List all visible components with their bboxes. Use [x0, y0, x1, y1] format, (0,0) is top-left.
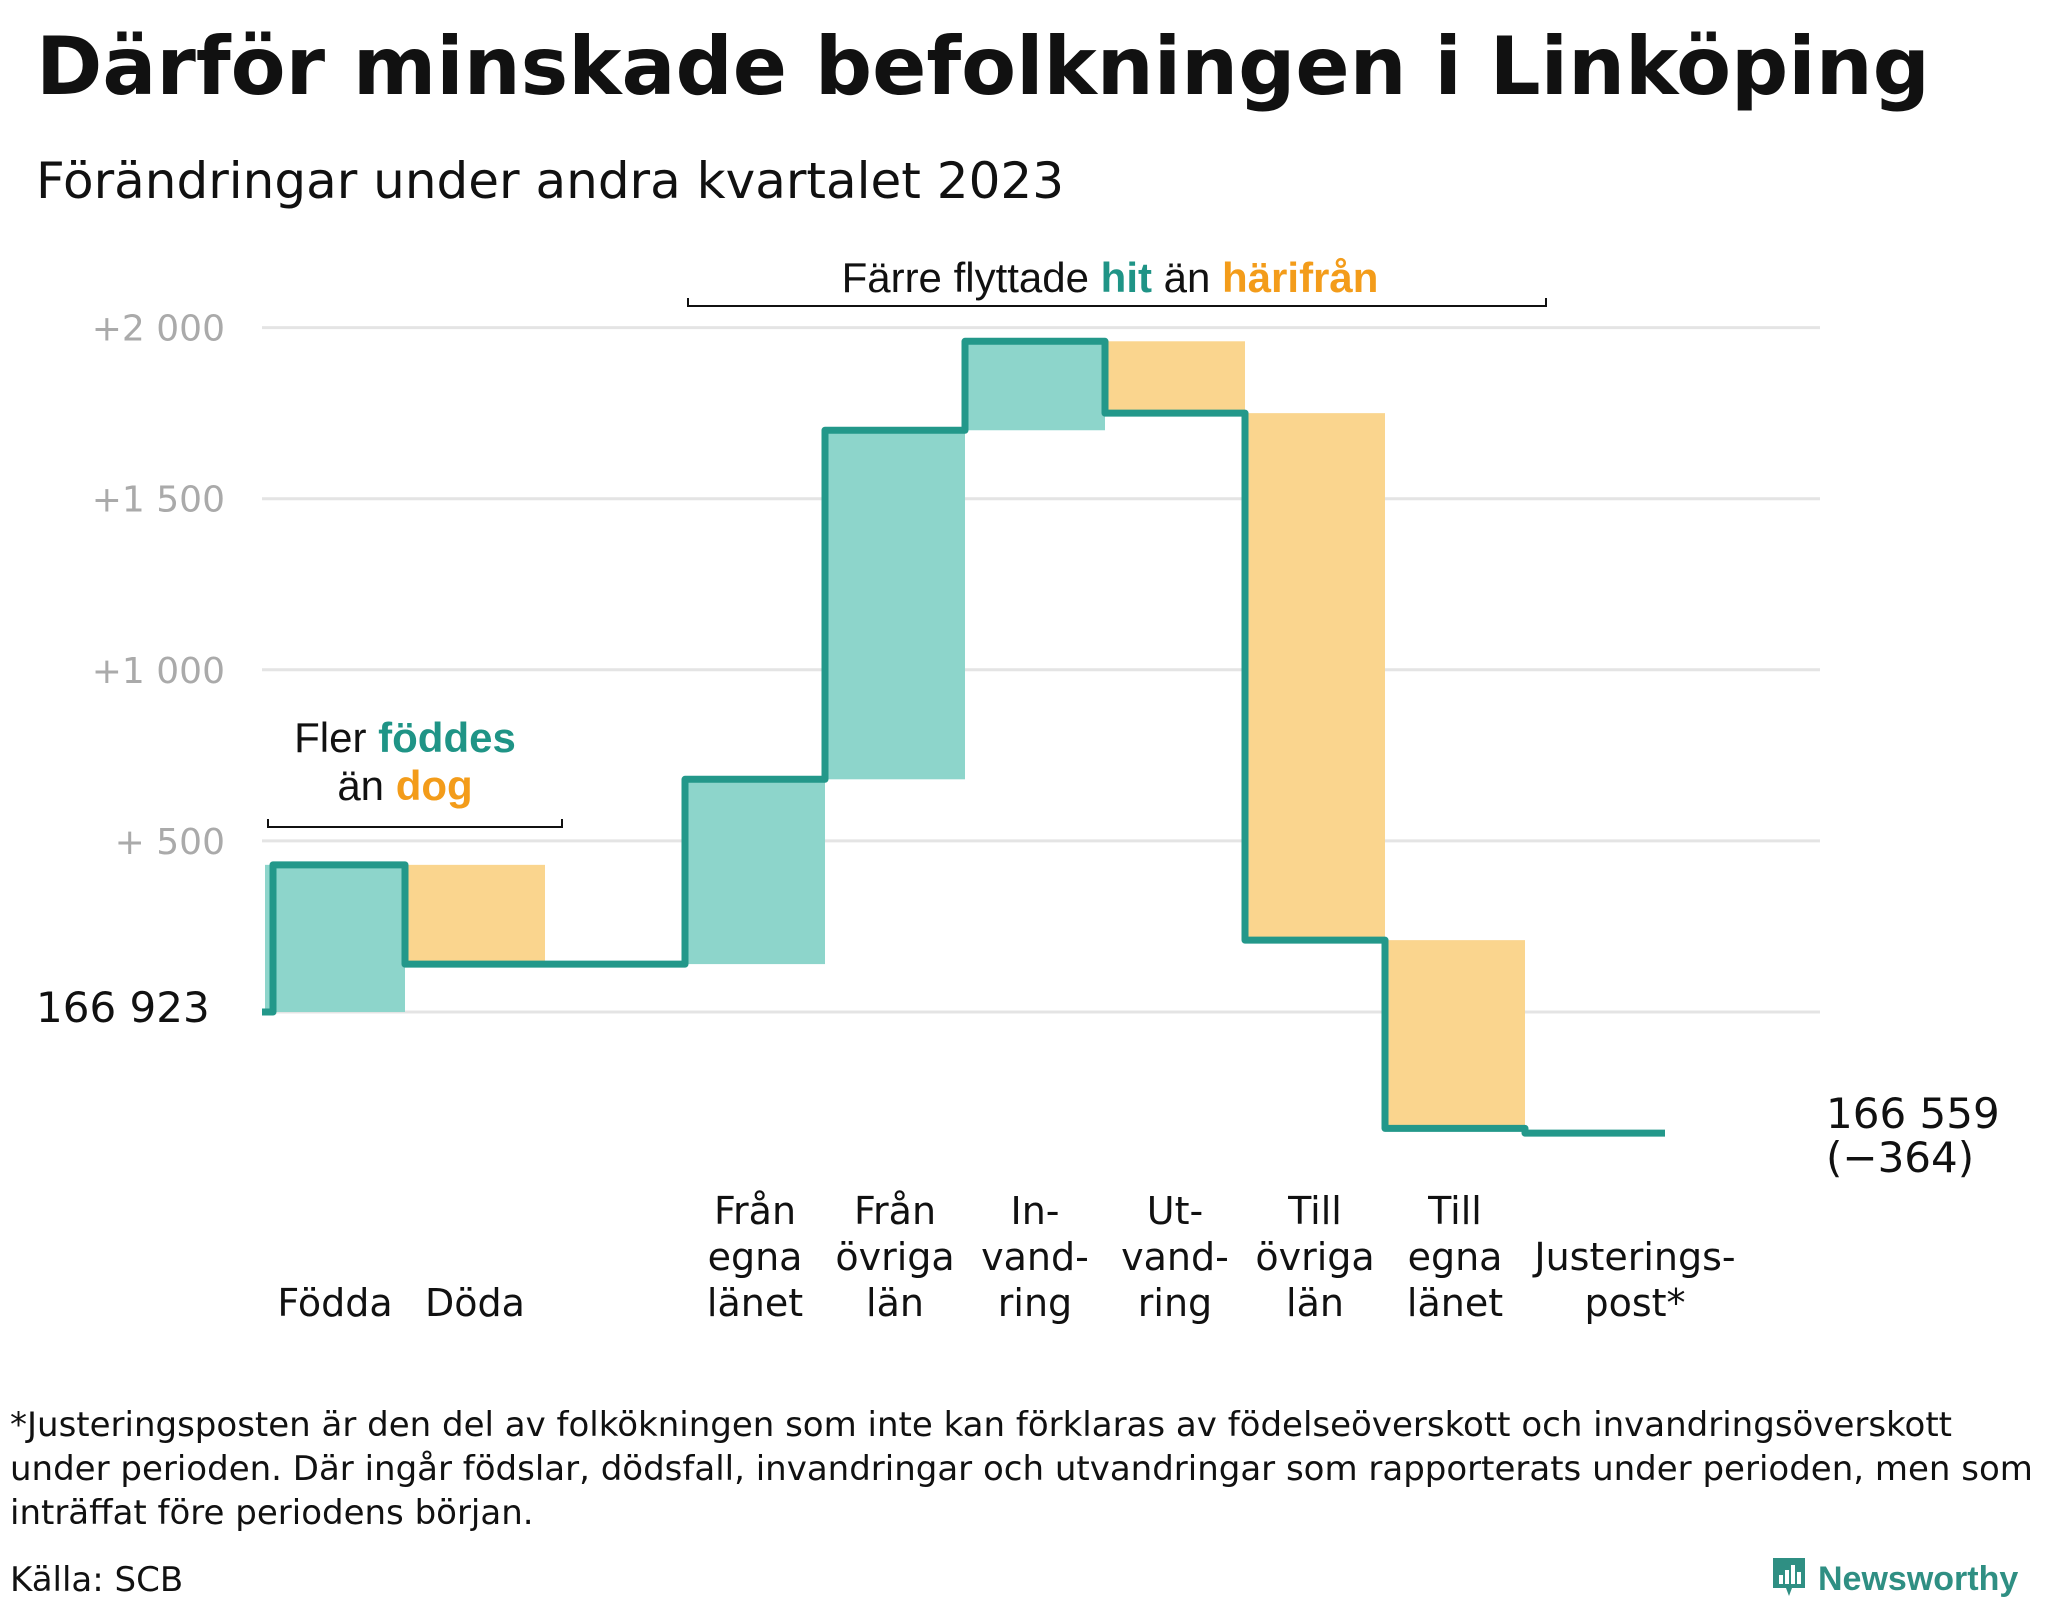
annotation-segment: hit — [1101, 254, 1152, 301]
x-category-label: övriga — [1255, 1235, 1374, 1279]
x-category-label: ring — [1138, 1281, 1212, 1325]
x-category-label: egna — [708, 1235, 803, 1279]
annotation-segment: än — [337, 762, 395, 809]
bar-decrease — [1105, 341, 1245, 414]
newsworthy-chart-icon — [1770, 1555, 1808, 1603]
footnote: *Justeringsposten är den del av folkökni… — [10, 1405, 2033, 1533]
x-category-label: Från — [854, 1189, 936, 1233]
y-tick-label: +1 000 — [92, 651, 225, 692]
x-category-label: Till — [1287, 1189, 1342, 1233]
end-value-label: 166 559 — [1826, 1089, 2000, 1138]
bar-decrease — [405, 864, 545, 965]
y-tick-label: +2 000 — [92, 309, 225, 350]
x-category-label: övriga — [835, 1235, 954, 1279]
annotation-segment: dog — [396, 762, 473, 809]
x-category-label: län — [1286, 1281, 1344, 1325]
waterfall-chart: + 500+1 000+1 500+2 000 Födda DödaFrånegn… — [36, 254, 2000, 1325]
annotation-segment: föddes — [378, 714, 516, 761]
bar-decrease — [1245, 413, 1385, 941]
x-axis-category-labels: Födda DödaFrånegnalänetFrånövrigalänIn-va… — [277, 1189, 1735, 1325]
y-axis-tick-labels: + 500 +1 000 +1 500 +2 000 — [92, 309, 225, 863]
annotation-segment: Fler — [294, 714, 378, 761]
bar-increase — [685, 779, 825, 965]
x-category-label: In- — [1010, 1189, 1059, 1233]
gridlines — [262, 326, 1820, 1014]
start-end-labels: 166 923 166 559 (−364) — [36, 983, 2000, 1182]
annotation-text: än dog — [337, 762, 472, 809]
source-label: Källa: SCB — [10, 1560, 184, 1600]
bar-increase — [825, 430, 965, 780]
x-category-label: vand- — [981, 1235, 1089, 1279]
x-category-label: Till — [1427, 1189, 1482, 1233]
annotation-text: Fler föddes — [294, 714, 516, 761]
y-tick-label: + 500 — [115, 822, 225, 863]
logo-text: Newsworthy — [1818, 1559, 2019, 1598]
annotation-segment: Färre flyttade — [842, 254, 1101, 301]
step-line — [262, 337, 1665, 1137]
x-category-label: Justerings- — [1532, 1235, 1735, 1279]
x-category-label: egna — [1408, 1235, 1503, 1279]
annotation-text: Färre flyttade hit än härifrån — [842, 254, 1379, 301]
bar-decrease — [1385, 940, 1525, 1129]
annotation-segment: härifrån — [1222, 254, 1378, 301]
x-category-label: ring — [998, 1281, 1072, 1325]
annotation-segment: än — [1152, 254, 1222, 301]
start-value-label: 166 923 — [36, 983, 210, 1032]
cumulative-step-line — [262, 337, 1665, 1137]
chart-subtitle: Förändringar under andra kvartalet 2023 — [36, 152, 1065, 210]
x-category-label: post* — [1584, 1281, 1685, 1325]
x-category-label: Ut- — [1147, 1189, 1203, 1233]
bar-increase — [965, 341, 1105, 431]
annotation-bracket — [267, 819, 563, 828]
x-category-label: länet — [707, 1281, 803, 1325]
x-category-label: Från — [714, 1189, 796, 1233]
x-category-label: Döda — [425, 1281, 525, 1325]
chart-title: Därför minskade befolkningen i Linköping — [36, 20, 1930, 113]
bars — [265, 341, 1525, 1129]
x-category-label: Födda — [277, 1281, 392, 1325]
annotation-bracket — [687, 298, 1547, 307]
newsworthy-logo: Newsworthy — [1770, 1555, 2018, 1603]
bar-increase — [265, 864, 405, 1012]
x-category-label: län — [866, 1281, 924, 1325]
x-category-label: länet — [1407, 1281, 1503, 1325]
y-tick-label: +1 500 — [92, 480, 225, 521]
x-category-label: vand- — [1121, 1235, 1229, 1279]
net-change-label: (−364) — [1826, 1133, 1974, 1182]
